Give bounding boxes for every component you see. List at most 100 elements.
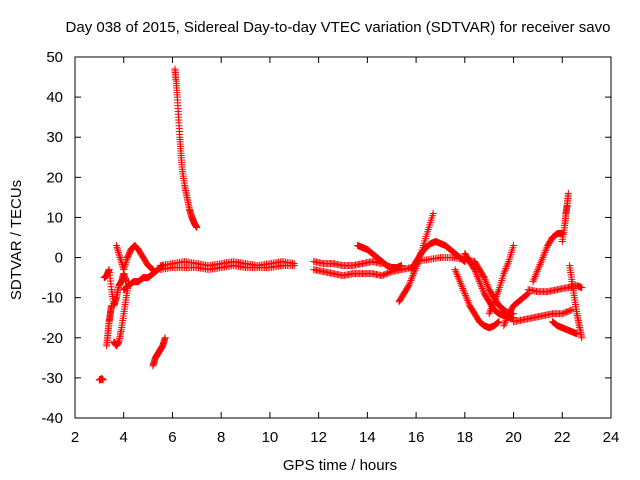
data-point: [537, 257, 545, 265]
data-point: [108, 302, 116, 310]
data-point: [115, 248, 123, 256]
data-point: [455, 274, 463, 282]
x-tick-label: 14: [359, 429, 376, 446]
y-tick-label: 50: [46, 49, 63, 66]
data-point: [533, 267, 541, 275]
data-point: [503, 313, 511, 321]
series-dip-5h: [149, 334, 169, 370]
data-point: [510, 242, 518, 250]
x-tick-label: 16: [408, 429, 425, 446]
data-point: [500, 322, 508, 330]
data-point: [523, 291, 531, 299]
data-point: [459, 284, 467, 292]
data-point: [500, 268, 508, 276]
data-point: [541, 248, 549, 256]
data-point: [410, 270, 418, 278]
data-point: [114, 247, 122, 255]
data-point: [493, 291, 501, 299]
data-point: [480, 274, 488, 282]
series-early-band: [120, 262, 167, 294]
data-point: [120, 266, 128, 274]
data-point: [480, 272, 488, 280]
series-flat-band-2: [156, 262, 298, 274]
data-point: [568, 306, 576, 314]
series-isolated-low: [95, 375, 107, 384]
data-point: [484, 282, 492, 290]
data-point: [408, 275, 416, 283]
data-point: [464, 297, 472, 305]
data-point: [540, 250, 548, 258]
x-tick-label: 20: [505, 429, 522, 446]
data-point: [477, 281, 485, 289]
data-point: [429, 209, 437, 217]
data-point: [500, 270, 508, 278]
data-point: [121, 260, 129, 268]
data-point: [501, 318, 509, 326]
data-point: [290, 262, 298, 270]
data-point: [564, 189, 572, 197]
data-point: [475, 276, 483, 284]
axis-ticks: [74, 56, 612, 419]
series-spike-6h: [171, 65, 201, 231]
data-point: [535, 262, 543, 270]
data-point: [492, 293, 500, 301]
data-point: [529, 278, 537, 286]
data-point: [397, 262, 405, 270]
data-point: [478, 283, 486, 291]
data-point: [482, 279, 490, 287]
x-tick-label: 24: [603, 429, 620, 446]
data-point: [120, 264, 128, 272]
x-tick-label: 2: [71, 429, 79, 446]
data-point: [404, 283, 412, 291]
data-point: [488, 303, 496, 311]
data-point: [405, 280, 413, 288]
data-point: [115, 250, 123, 258]
data-point: [148, 264, 156, 272]
data-point: [455, 276, 463, 284]
data-point: [536, 260, 544, 268]
y-tick-label: 40: [46, 89, 63, 106]
data-point: [535, 264, 543, 272]
data-point: [491, 296, 499, 304]
data-point: [539, 254, 547, 262]
series-early-rise: [112, 242, 157, 274]
data-point: [473, 271, 481, 279]
data-point: [578, 284, 586, 292]
data-point: [459, 286, 467, 294]
data-point: [502, 264, 510, 272]
data-point: [482, 277, 490, 285]
data-point: [462, 291, 470, 299]
data-point: [458, 283, 466, 291]
data-point: [99, 376, 107, 384]
data-point: [542, 245, 550, 253]
x-tick-labels: 2 4 6 8 10 12 14 16 18 20 22 24: [71, 429, 620, 446]
data-point: [500, 320, 508, 328]
data-point: [457, 281, 465, 289]
x-tick-label: 22: [554, 429, 571, 446]
x-tick-label: 10: [262, 429, 279, 446]
x-tick-label: 18: [456, 429, 473, 446]
data-point: [494, 289, 502, 297]
series-band-21h-low: [510, 306, 576, 326]
data-point: [481, 275, 489, 283]
y-tick-label: -40: [41, 410, 63, 427]
series-flat-17h: [412, 254, 479, 266]
data-point: [537, 259, 545, 267]
data-point: [161, 334, 169, 342]
data-point: [501, 266, 509, 274]
data-point: [532, 271, 540, 279]
data-point: [543, 243, 551, 251]
data-point: [193, 223, 201, 231]
data-point: [487, 305, 495, 313]
data-point: [405, 282, 413, 290]
chart-title: Day 038 of 2015, Sidereal Day-to-day VTE…: [66, 19, 611, 36]
series-bump-14h: [354, 242, 405, 272]
series-fall-18h-a: [451, 266, 503, 332]
data-point: [485, 310, 493, 318]
x-tick-label: 4: [120, 429, 128, 446]
data-point: [494, 319, 502, 327]
data-point: [503, 261, 511, 269]
data-point: [573, 330, 581, 338]
